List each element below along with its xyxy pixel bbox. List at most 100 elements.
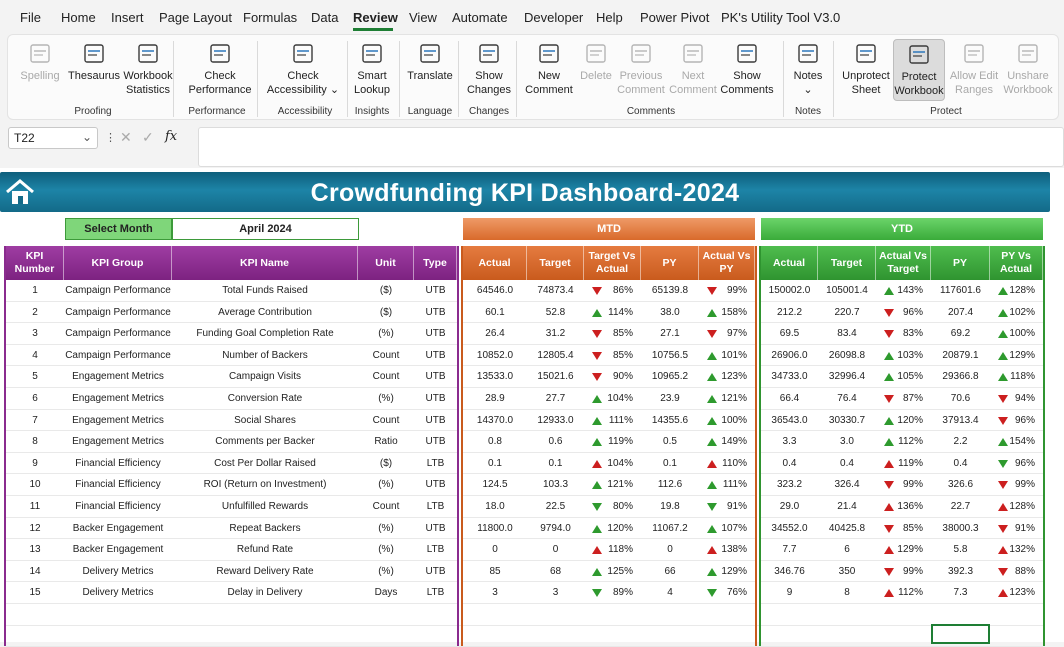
- kpi-type-cell[interactable]: LTB: [414, 453, 457, 475]
- ytd-actual-vs-target-cell[interactable]: 103%: [876, 345, 931, 367]
- kpi-group-cell[interactable]: Delivery Metrics: [64, 582, 172, 604]
- ribbon-show-comments-button[interactable]: Show Comments: [719, 39, 775, 101]
- mtd-target-vs-actual-cell[interactable]: 125%: [584, 561, 641, 583]
- ytd-actual-vs-target-cell[interactable]: 129%: [876, 539, 931, 561]
- selected-cell[interactable]: [931, 624, 990, 644]
- ytd-py-vs-actual-cell[interactable]: 154%: [990, 431, 1043, 453]
- kpi-group-cell[interactable]: Campaign Performance: [64, 302, 172, 324]
- kpi-group-cell[interactable]: Financial Efficiency: [64, 474, 172, 496]
- kpi-unit-cell[interactable]: Count: [358, 345, 414, 367]
- menu-formulas[interactable]: Formulas: [243, 10, 298, 25]
- ytd-actual-vs-target-cell[interactable]: 99%: [876, 474, 931, 496]
- ytd-actual-vs-target-cell[interactable]: 96%: [876, 302, 931, 324]
- kpi-unit-cell[interactable]: (%): [358, 388, 414, 410]
- ribbon-translate-button[interactable]: Translate: [404, 39, 456, 101]
- mtd-actual-cell[interactable]: 3: [463, 582, 527, 604]
- kpi-group-cell[interactable]: Financial Efficiency: [64, 496, 172, 518]
- ytd-py-vs-actual-cell[interactable]: 132%: [990, 539, 1043, 561]
- ytd-py-cell[interactable]: 0.4: [931, 453, 990, 475]
- mtd-py-cell[interactable]: 14355.6: [641, 410, 699, 432]
- mtd-actual-cell[interactable]: 0.1: [463, 453, 527, 475]
- mtd-actual-vs-py-cell[interactable]: 110%: [699, 453, 755, 475]
- mtd-target-cell[interactable]: 27.7: [527, 388, 584, 410]
- kpi-group-cell[interactable]: Engagement Metrics: [64, 388, 172, 410]
- menu-view[interactable]: View: [409, 10, 437, 25]
- mtd-target-vs-actual-cell[interactable]: 111%: [584, 410, 641, 432]
- menu-automate[interactable]: Automate: [452, 10, 508, 25]
- kpi-name-cell[interactable]: Funding Goal Completion Rate: [172, 323, 358, 345]
- menu-page-layout[interactable]: Page Layout: [159, 10, 233, 25]
- ribbon-check-accessibility-button[interactable]: Check Accessibility ⌄: [262, 39, 344, 101]
- kpi-type-cell[interactable]: UTB: [414, 561, 457, 583]
- mtd-py-cell[interactable]: 65139.8: [641, 280, 699, 302]
- ytd-py-vs-actual-cell[interactable]: 88%: [990, 561, 1043, 583]
- more-icon[interactable]: ⋮: [105, 132, 116, 144]
- kpi-group-cell[interactable]: Backer Engagement: [64, 518, 172, 540]
- kpi-name-cell[interactable]: ROI (Return on Investment): [172, 474, 358, 496]
- mtd-actual-vs-py-cell[interactable]: 138%: [699, 539, 755, 561]
- mtd-target-cell[interactable]: 22.5: [527, 496, 584, 518]
- ytd-target-cell[interactable]: 8: [818, 582, 876, 604]
- ytd-actual-cell[interactable]: 0.4: [761, 453, 818, 475]
- mtd-target-cell[interactable]: 52.8: [527, 302, 584, 324]
- mtd-actual-cell[interactable]: 64546.0: [463, 280, 527, 302]
- ytd-actual-cell[interactable]: 150002.0: [761, 280, 818, 302]
- ytd-target-cell[interactable]: 3.0: [818, 431, 876, 453]
- mtd-actual-cell[interactable]: 0: [463, 539, 527, 561]
- mtd-actual-cell[interactable]: 26.4: [463, 323, 527, 345]
- kpi-name-cell[interactable]: Conversion Rate: [172, 388, 358, 410]
- kpi-group-cell[interactable]: Engagement Metrics: [64, 431, 172, 453]
- mtd-actual-cell[interactable]: 11800.0: [463, 518, 527, 540]
- ytd-py-vs-actual-cell[interactable]: 96%: [990, 410, 1043, 432]
- mtd-actual-cell[interactable]: 124.5: [463, 474, 527, 496]
- ytd-actual-cell[interactable]: 36543.0: [761, 410, 818, 432]
- mtd-target-vs-actual-cell[interactable]: 114%: [584, 302, 641, 324]
- kpi-group-cell[interactable]: Campaign Performance: [64, 345, 172, 367]
- kpi-name-cell[interactable]: Unfulfilled Rewards: [172, 496, 358, 518]
- cancel-icon[interactable]: ✕: [120, 129, 132, 145]
- ytd-py-vs-actual-cell[interactable]: 118%: [990, 366, 1043, 388]
- mtd-target-cell[interactable]: 74873.4: [527, 280, 584, 302]
- ytd-py-cell[interactable]: 38000.3: [931, 518, 990, 540]
- ribbon-allow-edit-ranges-button[interactable]: Allow Edit Ranges: [947, 39, 1001, 101]
- kpi-name-cell[interactable]: Average Contribution: [172, 302, 358, 324]
- ytd-target-cell[interactable]: 83.4: [818, 323, 876, 345]
- mtd-actual-vs-py-cell[interactable]: 111%: [699, 474, 755, 496]
- menu-review[interactable]: Review: [353, 10, 398, 25]
- kpi-number-cell[interactable]: 2: [6, 302, 64, 324]
- ytd-target-cell[interactable]: 32996.4: [818, 366, 876, 388]
- ytd-target-cell[interactable]: 326.4: [818, 474, 876, 496]
- kpi-number-cell[interactable]: 8: [6, 431, 64, 453]
- ytd-py-vs-actual-cell[interactable]: 129%: [990, 345, 1043, 367]
- ytd-py-cell[interactable]: 2.2: [931, 431, 990, 453]
- mtd-target-vs-actual-cell[interactable]: 104%: [584, 453, 641, 475]
- kpi-number-cell[interactable]: 1: [6, 280, 64, 302]
- ribbon-unprotect-sheet-button[interactable]: Unprotect Sheet: [838, 39, 894, 101]
- ribbon-check-performance-button[interactable]: Check Performance: [184, 39, 256, 101]
- mtd-py-cell[interactable]: 0.1: [641, 453, 699, 475]
- kpi-unit-cell[interactable]: Count: [358, 366, 414, 388]
- ytd-actual-cell[interactable]: 34733.0: [761, 366, 818, 388]
- mtd-target-cell[interactable]: 12805.4: [527, 345, 584, 367]
- mtd-actual-vs-py-cell[interactable]: 97%: [699, 323, 755, 345]
- mtd-actual-vs-py-cell[interactable]: 149%: [699, 431, 755, 453]
- ribbon-smart-lookup-button[interactable]: Smart Lookup: [352, 39, 392, 101]
- ytd-py-vs-actual-cell[interactable]: 123%: [990, 582, 1043, 604]
- mtd-actual-cell[interactable]: 14370.0: [463, 410, 527, 432]
- kpi-type-cell[interactable]: UTB: [414, 474, 457, 496]
- mtd-py-cell[interactable]: 19.8: [641, 496, 699, 518]
- kpi-number-cell[interactable]: 12: [6, 518, 64, 540]
- kpi-type-cell[interactable]: UTB: [414, 302, 457, 324]
- kpi-number-cell[interactable]: 10: [6, 474, 64, 496]
- ytd-py-cell[interactable]: 392.3: [931, 561, 990, 583]
- kpi-group-cell[interactable]: Financial Efficiency: [64, 453, 172, 475]
- ytd-actual-cell[interactable]: 34552.0: [761, 518, 818, 540]
- menu-power-pivot[interactable]: Power Pivot: [640, 10, 710, 25]
- ytd-target-cell[interactable]: 26098.8: [818, 345, 876, 367]
- mtd-actual-cell[interactable]: 18.0: [463, 496, 527, 518]
- kpi-unit-cell[interactable]: ($): [358, 453, 414, 475]
- ribbon-next-comment-button[interactable]: Next Comment: [669, 39, 717, 101]
- mtd-target-vs-actual-cell[interactable]: 89%: [584, 582, 641, 604]
- kpi-unit-cell[interactable]: ($): [358, 302, 414, 324]
- menu-home[interactable]: Home: [61, 10, 96, 25]
